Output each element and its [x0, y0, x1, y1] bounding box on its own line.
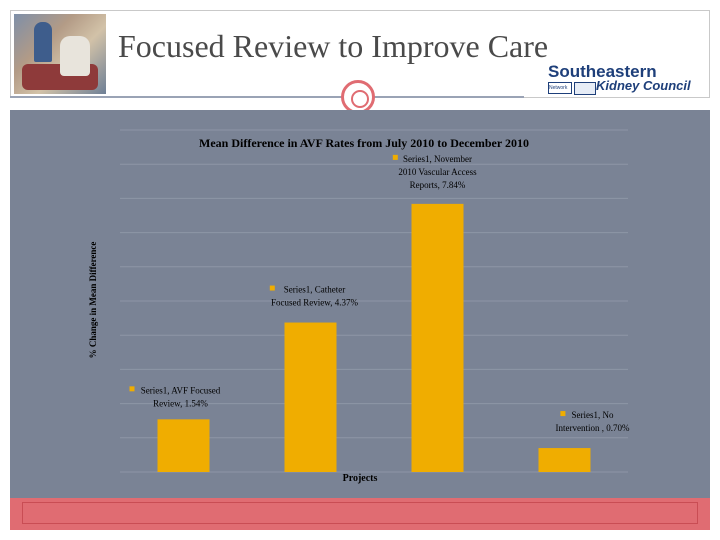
footer-bar: [10, 498, 710, 530]
logo-line-1: Southeastern: [548, 62, 657, 81]
logo-line-2: Kidney Council: [596, 78, 691, 93]
data-label-key-2: [392, 154, 398, 160]
data-label-3-line-1: Intervention , 0.70%: [556, 423, 630, 433]
logo-network-badge: Network 6: [548, 82, 572, 94]
bar-1: [284, 322, 337, 472]
data-label-1-line-0: Series1, Catheter: [284, 285, 345, 295]
data-label-key-0: [129, 386, 135, 392]
slide-title: Focused Review to Improve Care: [118, 28, 549, 64]
photo-person-seated: [60, 36, 90, 76]
photo-person-standing: [34, 22, 52, 62]
header-photo: [14, 14, 106, 94]
logo-map-icon: [574, 82, 596, 95]
data-label-1-line-1: Focused Review, 4.37%: [271, 298, 358, 308]
bar-chart: Mean Difference in AVF Rates from July 2…: [88, 129, 630, 484]
header-divider: [10, 96, 524, 98]
decorative-circle-icon: [341, 80, 375, 114]
data-label-key-1: [269, 285, 275, 291]
y-axis-label: % Change in Mean Difference: [88, 242, 98, 359]
chart-panel: Mean Difference in AVF Rates from July 2…: [10, 110, 710, 498]
data-label-2-line-2: Reports, 7.84%: [410, 180, 466, 190]
data-label-2-line-0: Series1, November: [403, 154, 472, 164]
footer-inner-frame: [22, 502, 698, 524]
bar-3: [538, 448, 591, 472]
data-label-2-line-1: 2010 Vascular Access: [398, 167, 477, 177]
organization-logo: Southeastern Network 6 Kidney Council: [548, 62, 691, 96]
bar-2: [411, 203, 464, 472]
x-axis-label: Projects: [343, 473, 378, 484]
chart-title: Mean Difference in AVF Rates from July 2…: [199, 136, 529, 150]
bar-0: [157, 419, 210, 472]
data-label-0-line-1: Review, 1.54%: [153, 398, 208, 408]
data-label-0-line-0: Series1, AVF Focused: [141, 385, 221, 395]
data-label-key-3: [560, 411, 566, 417]
data-label-3-line-0: Series1, No: [572, 410, 614, 420]
